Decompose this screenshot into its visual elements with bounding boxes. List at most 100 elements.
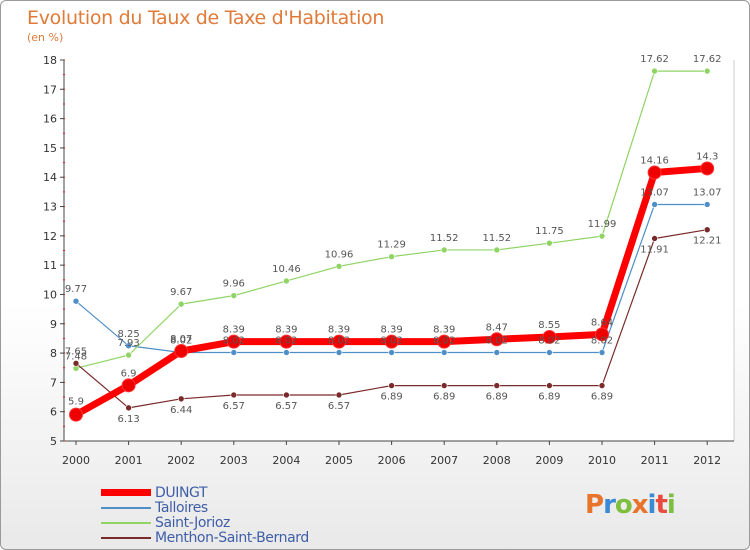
data-label: 8.02: [328, 335, 350, 346]
data-label: 6.57: [328, 401, 350, 412]
data-point: [283, 349, 290, 356]
data-label: 7.65: [65, 346, 87, 357]
x-tick-label: 2012: [693, 454, 721, 467]
data-label: 6.89: [486, 392, 508, 403]
series-saint-jorioz: [72, 67, 711, 372]
x-tick-label: 2006: [378, 454, 406, 467]
data-label: 10.46: [272, 264, 301, 275]
data-point: [700, 161, 715, 176]
y-tick-label: 17: [43, 83, 57, 96]
logo-letter: r: [603, 490, 616, 520]
legend-swatch: [101, 489, 151, 496]
legend-item: Talloires: [101, 500, 309, 516]
data-point: [703, 201, 711, 208]
y-tick-label: 8: [50, 347, 57, 360]
data-point: [440, 349, 448, 356]
data-label: 8.02: [223, 335, 245, 346]
data-label: 6.57: [223, 401, 245, 412]
data-point: [388, 382, 395, 389]
legend-item: Menthon-Saint-Bernard: [101, 529, 309, 546]
data-label: 8.39: [275, 325, 297, 336]
data-label: 8.47: [486, 322, 508, 333]
data-label: 8.64: [591, 317, 613, 328]
data-point: [440, 382, 448, 389]
data-point: [651, 201, 658, 208]
data-label: 8.02: [275, 335, 297, 346]
data-label: 6.89: [433, 392, 455, 403]
x-tick-label: 2008: [483, 454, 511, 467]
data-point: [647, 165, 662, 180]
y-tick-label: 15: [43, 142, 57, 155]
legend-swatch: [101, 506, 151, 509]
data-label: 13.07: [640, 187, 669, 198]
data-label: 5.9: [68, 397, 84, 408]
data-label: 6.9: [121, 368, 137, 379]
y-tick-label: 14: [43, 171, 57, 184]
y-tick-label: 13: [43, 201, 57, 214]
data-point: [177, 395, 185, 403]
data-label: 8.02: [380, 335, 402, 346]
data-label: 6.89: [380, 392, 402, 403]
data-point: [440, 246, 448, 254]
data-point: [546, 349, 553, 356]
data-point: [230, 391, 238, 399]
plot-area: [64, 60, 734, 441]
data-point: [493, 349, 501, 356]
data-point: [332, 334, 346, 349]
data-label: 11.91: [640, 244, 669, 255]
data-label: 11.29: [377, 240, 406, 251]
data-point: [121, 378, 136, 393]
data-label: 11.52: [482, 233, 511, 244]
chart-subtitle: (en %): [27, 31, 64, 44]
y-tick-label: 6: [50, 406, 57, 419]
chart-legend: DUINGT Talloires Saint-Jorioz Menthon-Saint…: [101, 485, 309, 546]
data-label: 11.99: [588, 219, 617, 230]
data-point: [437, 334, 452, 349]
data-label: 8.07: [170, 334, 192, 345]
data-point: [598, 232, 606, 240]
legend-item: Saint-Jorioz: [101, 515, 309, 531]
data-label: 9.96: [223, 279, 245, 290]
data-label: 10.96: [325, 249, 354, 260]
data-point: [651, 67, 658, 75]
x-tick-label: 2002: [167, 454, 195, 467]
x-tick-label: 2007: [430, 454, 458, 467]
data-point: [542, 329, 557, 344]
data-point: [546, 382, 553, 389]
data-point: [230, 349, 238, 356]
data-point: [226, 334, 241, 349]
data-point: [493, 246, 501, 254]
chart-title: Evolution du Taux de Taxe d'Habitation: [27, 7, 385, 29]
data-label: 8.39: [380, 325, 402, 336]
series-menthon-saint-bernard: [72, 226, 711, 412]
data-point: [335, 349, 343, 356]
data-point: [703, 67, 711, 75]
data-point: [177, 300, 185, 308]
y-tick-label: 18: [43, 54, 57, 67]
data-point: [546, 239, 553, 247]
data-label: 8.39: [223, 325, 245, 336]
logo-letter: i: [647, 490, 657, 520]
data-label: 9.67: [170, 287, 192, 298]
data-label: 14.3: [696, 151, 718, 162]
proxiti-logo: Proxiti: [585, 490, 676, 520]
data-point: [69, 407, 83, 422]
legend-swatch: [101, 521, 151, 524]
data-point: [335, 391, 343, 399]
x-tick-label: 2004: [272, 454, 300, 467]
data-label: 8.02: [433, 335, 455, 346]
data-label: 7.93: [117, 338, 139, 349]
data-label: 8.02: [486, 335, 508, 346]
data-point: [388, 349, 395, 356]
legend-label: Menthon-Saint-Bernard: [155, 529, 309, 546]
x-tick-label: 2000: [62, 454, 90, 467]
data-point: [283, 391, 290, 399]
data-label: 6.13: [117, 414, 139, 425]
y-tick-label: 12: [43, 230, 57, 243]
data-label: 8.02: [538, 335, 560, 346]
series-duingt: [69, 161, 715, 422]
legend-item: DUINGT: [101, 485, 309, 501]
data-point: [489, 332, 504, 347]
